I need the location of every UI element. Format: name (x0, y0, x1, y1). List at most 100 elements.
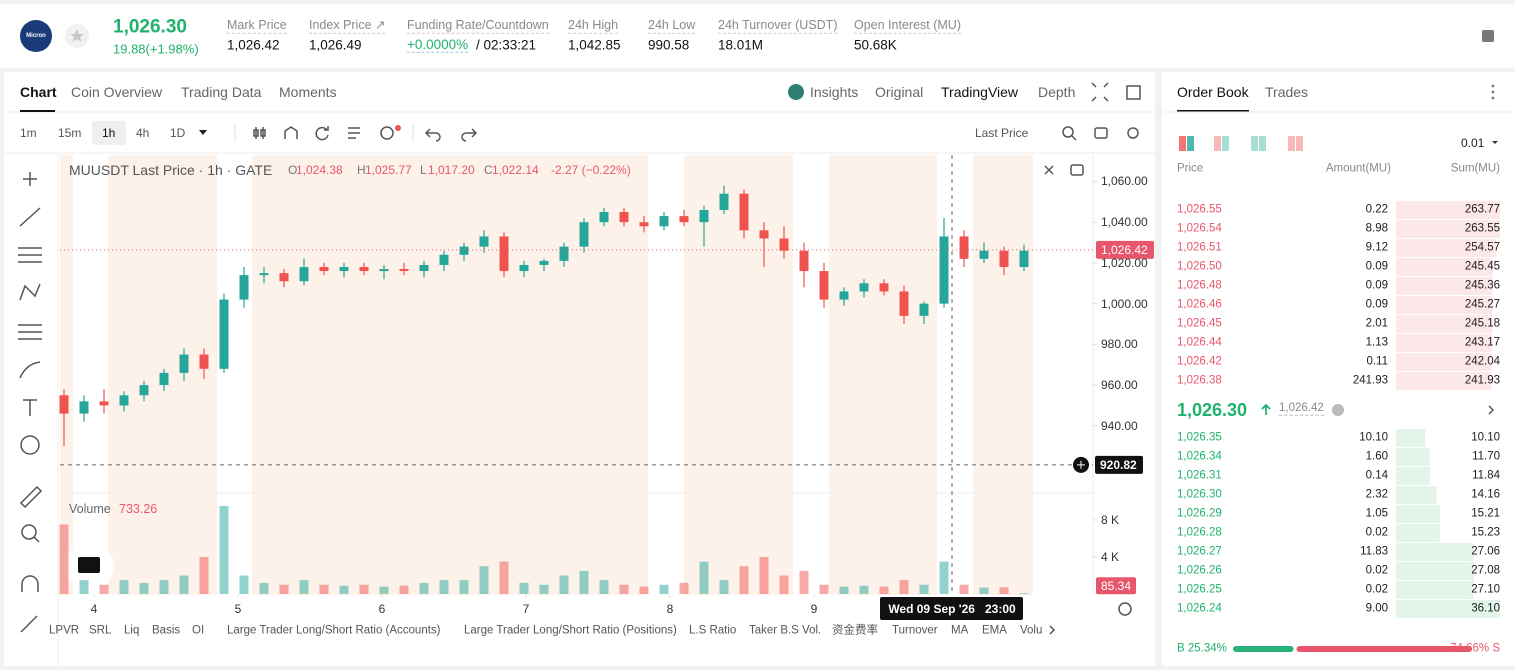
volume-bar (79, 580, 89, 594)
indicator[interactable]: 资金费率 (832, 624, 878, 637)
candle-body (619, 212, 629, 223)
candle-body (99, 401, 109, 406)
interval[interactable]: 1m (20, 126, 37, 140)
x-tick-label: 5 (234, 602, 242, 616)
book-sum: 263.77 (1464, 203, 1500, 216)
indicator[interactable]: Volu (1020, 624, 1043, 637)
volume-bar (379, 586, 389, 594)
volume-bar (259, 582, 269, 594)
precision[interactable]: 0.01 (1461, 136, 1485, 150)
kebab-icon[interactable] (1491, 84, 1495, 100)
mark-price: 1,026.42 (1279, 401, 1324, 416)
interval[interactable]: 15m (58, 126, 82, 140)
book-sum: 263.55 (1464, 222, 1500, 235)
candle-body (419, 264, 429, 272)
volume-label: Volume (69, 501, 111, 516)
dropdown-icon[interactable] (199, 130, 207, 135)
indicator[interactable]: OI (192, 624, 205, 637)
indicator[interactable]: Large Trader Long/Short Ratio (Accounts) (227, 624, 441, 637)
indicator[interactable]: SRL (89, 624, 112, 637)
y-tick-label: 1,020.00 (1101, 255, 1148, 270)
volume-bar (119, 580, 129, 594)
book-price: 1,026.31 (1177, 469, 1222, 482)
candle-body (259, 273, 269, 276)
tab[interactable]: Coin Overview (71, 84, 163, 100)
tab[interactable]: Chart (20, 84, 57, 100)
ob-tab[interactable]: Trades (1265, 84, 1309, 100)
indicator[interactable]: EMA (982, 624, 1007, 637)
depth-bar (1396, 258, 1493, 276)
volume-bar (459, 580, 469, 594)
tab[interactable]: Trading Data (181, 84, 262, 100)
book-sum: 254.57 (1464, 241, 1500, 254)
volume-bar (819, 584, 829, 594)
last-volume-label: 85.34 (1101, 578, 1132, 593)
candle-body (839, 291, 849, 300)
indicator[interactable]: L.S Ratio (689, 624, 737, 637)
ob-tab[interactable]: Order Book (1177, 84, 1249, 100)
crosshair-time-tag (880, 597, 1023, 620)
volume-bar (959, 584, 969, 594)
book-amount: 0.22 (1365, 203, 1388, 216)
depth-icons[interactable] (1179, 136, 1303, 151)
view-tab[interactable]: Original (875, 84, 924, 100)
depth-bar (1396, 448, 1430, 466)
legend-value: 1,024.38 (296, 163, 343, 177)
stat-label: Mark Price (227, 17, 287, 34)
candle-body (179, 354, 189, 373)
volume-bar (559, 575, 569, 594)
candle-body (919, 303, 929, 316)
stat-value: 990.58 (648, 37, 690, 53)
interval[interactable]: 4h (136, 126, 150, 140)
book-icon[interactable] (1482, 30, 1494, 42)
indicator[interactable]: Liq (124, 624, 140, 637)
book-amount: 1.60 (1365, 450, 1388, 463)
book-price: 1,026.55 (1177, 203, 1222, 216)
volume-bar (639, 586, 649, 594)
book-sum: 15.21 (1471, 507, 1500, 520)
volume-tick-label: 4 K (1101, 549, 1120, 564)
interval[interactable]: 1D (170, 126, 186, 140)
last-price: 1,026.30 (113, 16, 187, 38)
book-sum: 245.27 (1464, 298, 1500, 311)
book-sum: 11.84 (1472, 469, 1500, 482)
interval[interactable]: 1h (102, 126, 116, 140)
candle-body (339, 266, 349, 272)
book-sum: 27.08 (1471, 564, 1500, 577)
book-sum: 245.18 (1464, 317, 1500, 330)
candle-body (859, 283, 869, 292)
price-type[interactable]: Last Price (975, 126, 1029, 140)
candle-body (959, 236, 969, 259)
book-price: 1,026.54 (1177, 222, 1222, 235)
volume-bar (179, 575, 189, 594)
book-amount: 9.12 (1365, 241, 1388, 254)
book-amount: 10.10 (1359, 431, 1388, 444)
legend-key: L (420, 163, 427, 177)
book-price: 1,026.50 (1177, 260, 1222, 273)
volume-bar (579, 570, 589, 594)
toolbar-icons[interactable] (18, 82, 1495, 635)
column-header: Amount(MU) (1325, 162, 1391, 175)
star-icon (70, 29, 84, 42)
volume-bar (59, 524, 69, 594)
view-tab[interactable]: TradingView (941, 84, 1019, 100)
indicator[interactable]: Taker B.S Vol. (749, 624, 822, 637)
book-sum: 245.36 (1464, 279, 1500, 292)
y-tick-label: 980.00 (1101, 337, 1138, 352)
indicator[interactable]: Turnover (892, 624, 938, 637)
candle-body (659, 216, 669, 227)
indicator[interactable]: MA (951, 624, 969, 637)
volume-bar (319, 584, 329, 594)
tab[interactable]: Moments (279, 84, 337, 100)
indicator[interactable]: Large Trader Long/Short Ratio (Positions… (464, 624, 677, 637)
ai-icon (788, 84, 804, 100)
logo (20, 20, 52, 52)
book-price: 1,026.34 (1177, 450, 1222, 463)
depth-bar (1396, 353, 1492, 371)
view-tab[interactable]: Insights (810, 84, 859, 100)
price-change: 19.88(+1.98%) (113, 41, 199, 57)
view-tab[interactable]: Depth (1038, 84, 1076, 100)
legend-key: O (288, 163, 298, 177)
indicator[interactable]: LPVR (49, 624, 80, 637)
indicator[interactable]: Basis (152, 624, 181, 637)
